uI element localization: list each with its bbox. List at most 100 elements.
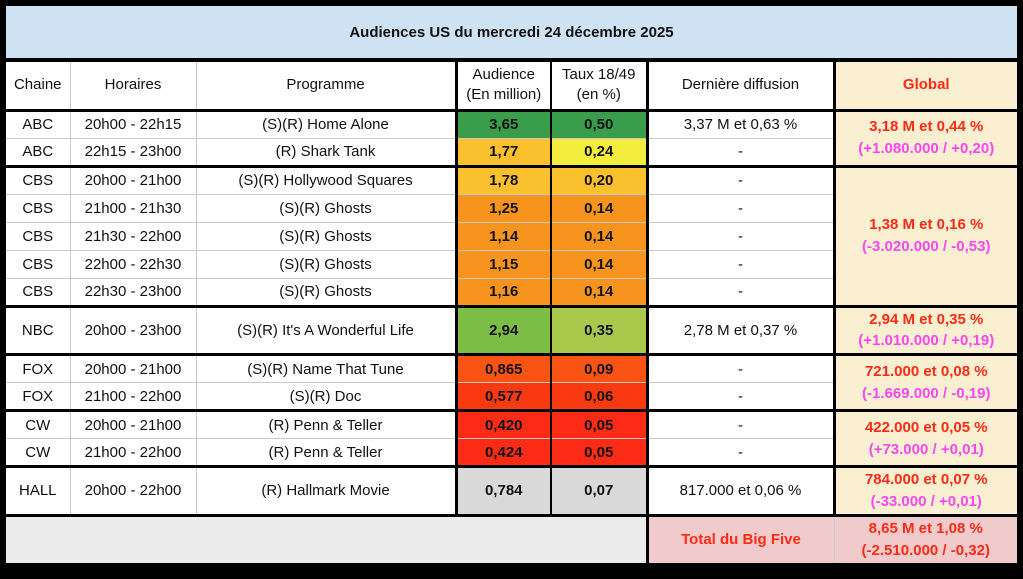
cell-programme: (S)(R) Hollywood Squares — [195, 164, 456, 194]
cell-derniere: 817.000 et 0,06 % — [645, 465, 834, 515]
cell-chaine: ABC — [6, 108, 70, 138]
cell-taux: 0,05 — [550, 438, 647, 467]
cell-global-abc: 3,18 M et 0,44 % (+1.080.000 / +0,20) — [832, 108, 1017, 166]
cell-audience: 0,577 — [454, 382, 551, 411]
cell-horaires: 20h00 - 23h00 — [69, 304, 196, 355]
global-main: 1,38 M et 0,16 % — [869, 216, 984, 234]
cell-global-nbc: 2,94 M et 0,35 % (+1.010.000 / +0,19) — [832, 304, 1017, 355]
cell-chaine: CW — [6, 438, 70, 467]
global-main: 784.000 et 0,07 % — [864, 471, 988, 488]
cell-global-fox: 721.000 et 0,08 % (-1.669.000 / -0,19) — [832, 353, 1017, 411]
cell-derniere: - — [645, 353, 834, 383]
cell-audience: 1,77 — [454, 137, 551, 166]
cell-horaires: 21h00 - 21h30 — [69, 193, 196, 222]
table-row: CBS 20h00 - 21h00 (S)(R) Hollywood Squar… — [6, 164, 1017, 306]
cell-audience: 1,14 — [454, 221, 551, 250]
cell-audience: 0,424 — [454, 438, 551, 467]
cell-taux: 0,50 — [550, 108, 647, 138]
cell-chaine: CBS — [6, 193, 70, 222]
cell-horaires: 21h00 - 22h00 — [69, 382, 196, 411]
cell-derniere: - — [645, 221, 834, 250]
cell-programme: (R) Shark Tank — [195, 137, 456, 166]
cell-derniere: 2,78 M et 0,37 % — [645, 304, 834, 355]
global-delta: (+1.080.000 / +0,20) — [858, 140, 995, 157]
global-main: 2,94 M et 0,35 % — [869, 310, 984, 328]
cell-programme: (S)(R) Ghosts — [195, 249, 456, 278]
total-spacer — [6, 513, 647, 563]
cell-chaine: CBS — [6, 249, 70, 278]
cell-audience: 3,65 — [454, 108, 551, 138]
cell-horaires: 22h00 - 22h30 — [69, 249, 196, 278]
cell-programme: (R) Penn & Teller — [195, 409, 456, 439]
table-row: ABC 22h15 - 23h00 (R) Shark Tank 1,77 0,… — [6, 137, 1017, 166]
cell-derniere: - — [645, 137, 834, 166]
cell-horaires: 22h30 - 23h00 — [69, 277, 196, 306]
cell-programme: (S)(R) It's A Wonderful Life — [195, 304, 456, 355]
cell-derniere: - — [645, 438, 834, 467]
cell-audience: 0,420 — [454, 409, 551, 439]
cell-chaine: ABC — [6, 137, 70, 166]
table-row: HALL 20h00 - 22h00 (R) Hallmark Movie 0,… — [6, 465, 1017, 515]
global-main: 3,18 M et 0,44 % — [869, 118, 984, 136]
cell-horaires: 20h00 - 21h00 — [69, 409, 196, 439]
global-delta: (+73.000 / +0,01) — [868, 440, 984, 458]
cell-taux: 0,07 — [550, 465, 647, 515]
cell-audience: 2,94 — [454, 304, 551, 355]
col-header-derniere: Dernière diffusion — [645, 62, 834, 112]
cell-chaine: HALL — [6, 465, 70, 515]
col-header-global: Global — [832, 62, 1017, 112]
global-delta: (-1.669.000 / -0,19) — [862, 384, 991, 402]
col-header-audience: Audience (En million) — [454, 62, 551, 112]
table-row: CW 20h00 - 21h00 (R) Penn & Teller 0,420… — [6, 409, 1017, 467]
cell-derniere: - — [645, 249, 834, 278]
cell-chaine: CBS — [6, 164, 70, 194]
cell-programme: (R) Hallmark Movie — [195, 465, 456, 515]
cell-global-cbs: 1,38 M et 0,16 % (-3.020.000 / -0,53) — [832, 164, 1017, 306]
table-row: CBS 21h30 - 22h00 (S)(R) Ghosts 1,14 0,1… — [6, 221, 1017, 250]
cell-taux: 0,14 — [550, 221, 647, 250]
col-header-programme: Programme — [195, 62, 456, 112]
global-main: 721.000 et 0,08 % — [864, 362, 988, 380]
table-row: CBS 21h00 - 21h30 (S)(R) Ghosts 1,25 0,1… — [6, 193, 1017, 222]
cell-programme: (S)(R) Ghosts — [195, 193, 456, 222]
total-row: Total du Big Five 8,65 M et 1,08 % (-2.5… — [6, 513, 1017, 563]
col-header-horaires: Horaires — [69, 62, 196, 112]
cell-programme: (S)(R) Home Alone — [195, 108, 456, 138]
table-row: ABC 20h00 - 22h15 (S)(R) Home Alone 3,65… — [6, 108, 1017, 166]
header-row: Chaine Horaires Programme Audience (En m… — [6, 62, 1017, 112]
cell-horaires: 20h00 - 22h15 — [69, 108, 196, 138]
table-row: NBC 20h00 - 23h00 (S)(R) It's A Wonderfu… — [6, 304, 1017, 355]
cell-derniere: - — [645, 409, 834, 439]
cell-programme: (S)(R) Ghosts — [195, 221, 456, 250]
cell-taux: 0,24 — [550, 137, 647, 166]
global-delta: (-3.020.000 / -0,53) — [862, 238, 991, 255]
table-row: FOX 21h00 - 22h00 (S)(R) Doc 0,577 0,06 … — [6, 382, 1017, 411]
cell-chaine: CBS — [6, 277, 70, 306]
cell-programme: (S)(R) Name That Tune — [195, 353, 456, 383]
cell-audience: 1,16 — [454, 277, 551, 306]
cell-audience: 0,865 — [454, 353, 551, 383]
cell-taux: 0,14 — [550, 277, 647, 306]
global-main: 422.000 et 0,05 % — [864, 418, 988, 436]
cell-horaires: 22h15 - 23h00 — [69, 137, 196, 166]
global-delta: (+1.010.000 / +0,19) — [858, 332, 995, 350]
cell-horaires: 20h00 - 21h00 — [69, 164, 196, 194]
audience-table: Chaine Horaires Programme Audience (En m… — [6, 62, 1017, 563]
cell-derniere: 3,37 M et 0,63 % — [645, 108, 834, 138]
cell-taux: 0,05 — [550, 409, 647, 439]
col-header-chaine: Chaine — [6, 62, 70, 112]
cell-global-cw: 422.000 et 0,05 % (+73.000 / +0,01) — [832, 409, 1017, 467]
cell-taux: 0,09 — [550, 353, 647, 383]
table-row: CW 21h00 - 22h00 (R) Penn & Teller 0,424… — [6, 438, 1017, 467]
cell-derniere: - — [645, 164, 834, 194]
cell-chaine: CW — [6, 409, 70, 439]
cell-audience: 0,784 — [454, 465, 551, 515]
cell-horaires: 21h00 - 22h00 — [69, 438, 196, 467]
cell-taux: 0,20 — [550, 164, 647, 194]
cell-audience: 1,25 — [454, 193, 551, 222]
cell-taux: 0,14 — [550, 249, 647, 278]
global-delta: (-33.000 / +0,01) — [870, 492, 982, 510]
cell-derniere: - — [645, 277, 834, 306]
cell-audience: 1,78 — [454, 164, 551, 194]
